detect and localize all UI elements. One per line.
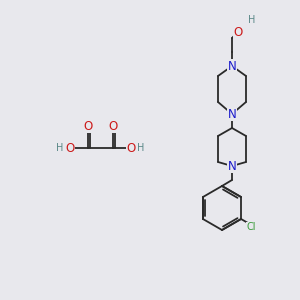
Text: O: O bbox=[83, 119, 93, 133]
Text: Cl: Cl bbox=[246, 222, 256, 232]
Text: O: O bbox=[126, 142, 136, 154]
Text: N: N bbox=[228, 160, 236, 172]
Text: O: O bbox=[108, 119, 118, 133]
Text: N: N bbox=[228, 59, 236, 73]
Text: N: N bbox=[228, 107, 236, 121]
Text: H: H bbox=[56, 143, 64, 153]
Text: H: H bbox=[137, 143, 145, 153]
Text: O: O bbox=[65, 142, 75, 154]
Text: O: O bbox=[233, 26, 243, 38]
Text: H: H bbox=[248, 15, 256, 25]
